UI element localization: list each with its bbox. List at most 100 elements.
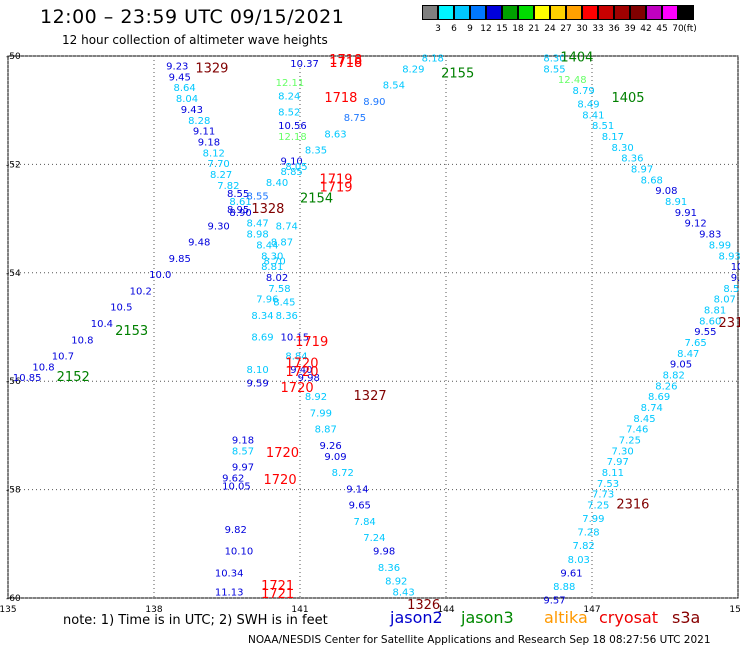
swh-value: 9.11 xyxy=(193,127,215,138)
legend-s3a: s3a xyxy=(672,608,701,627)
colorbar-label: 33 xyxy=(592,24,604,34)
y-tick-label: -60 xyxy=(6,594,21,604)
colorbar-swatch xyxy=(662,5,678,20)
swh-value: 7.28 xyxy=(577,528,599,539)
credit-line: NOAA/NESDIS Center for Satellite Applica… xyxy=(248,634,711,646)
swh-value: 10.0 xyxy=(149,270,171,281)
swh-value: 10.85 xyxy=(13,373,42,384)
swh-value: 7.25 xyxy=(587,501,609,512)
colorbar-label: 39 xyxy=(624,24,636,34)
swh-value: 9.82 xyxy=(225,525,247,536)
swh-value: 8.45 xyxy=(273,297,295,308)
swh-value: 12.11 xyxy=(276,78,305,89)
swh-value: 8.51 xyxy=(592,121,614,132)
swh-value: 9.12 xyxy=(684,219,706,230)
swh-value: 8.34 xyxy=(251,311,273,322)
colorbar-swatch xyxy=(566,5,582,20)
swh-value: 9.83 xyxy=(699,230,721,241)
swh-value: 8.87 xyxy=(271,238,293,249)
swh-value: 8.36 xyxy=(378,563,400,574)
colorbar-label: 42 xyxy=(640,24,652,34)
swh-value: 9.97 xyxy=(232,463,254,474)
swh-value: 9.08 xyxy=(655,186,677,197)
x-tick-label: 147 xyxy=(583,605,600,615)
pass-time-label: 1719 xyxy=(295,335,328,350)
pass-time-label: 1405 xyxy=(611,91,644,106)
swh-value: 8.60 xyxy=(699,316,721,327)
colorbar-label: 6 xyxy=(451,24,457,34)
swh-value: 10.34 xyxy=(215,568,244,579)
colorbar-swatch xyxy=(470,5,486,20)
colorbar-label: 24 xyxy=(544,24,556,34)
swh-value: 8.41 xyxy=(582,110,604,121)
swh-value: 8.81 xyxy=(261,262,283,273)
pass-time-label: 1719 xyxy=(319,181,352,196)
colorbar-label: 27 xyxy=(560,24,572,34)
swh-value: 9.40 xyxy=(290,365,312,376)
colorbar-label: 36 xyxy=(608,24,620,34)
y-tick-label: -54 xyxy=(6,269,21,279)
swh-value: 9.48 xyxy=(188,238,210,249)
pass-time-label: 1404 xyxy=(560,50,593,65)
swh-value: 12.18 xyxy=(278,132,307,143)
swh-value: 9.91 xyxy=(675,208,697,219)
swh-value: 8.04 xyxy=(176,94,198,105)
swh-value: 8.24 xyxy=(278,91,300,102)
swh-value: 9.18 xyxy=(232,436,254,447)
swh-value: 8.26 xyxy=(655,381,677,392)
swh-value: 7.70 xyxy=(208,159,230,170)
pass-time-label: 1718 xyxy=(324,91,357,106)
y-tick-label: -58 xyxy=(6,486,21,496)
colorbar-label: 3 xyxy=(435,24,441,34)
swh-value: 9.26 xyxy=(319,441,341,452)
swh-value: 12.48 xyxy=(558,75,587,86)
page-subtitle: 12 hour collection of altimeter wave hei… xyxy=(62,33,328,47)
swh-value: 8.55 xyxy=(246,192,268,203)
swh-value: 11.13 xyxy=(215,587,244,598)
swh-value: 9.98 xyxy=(373,547,395,558)
swh-value: 8.84 xyxy=(285,352,307,363)
swh-value: 9.23 xyxy=(166,62,188,73)
swh-value: 8.02 xyxy=(266,273,288,284)
swh-value: 9.14 xyxy=(346,484,368,495)
swh-value: 8.30 xyxy=(611,143,633,154)
swh-value: 7.82 xyxy=(217,181,239,192)
swh-value: 8.85 xyxy=(281,167,303,178)
swh-value: 10.56 xyxy=(278,121,307,132)
colorbar-unit: (ft) xyxy=(683,24,697,34)
swh-value: 8.10 xyxy=(246,365,268,376)
swh-value: 9.43 xyxy=(181,105,203,116)
swh-value: 8.12 xyxy=(203,148,225,159)
swh-value: 9.30 xyxy=(208,221,230,232)
colorbar-label: 30 xyxy=(576,24,588,34)
legend-cryosat: cryosat xyxy=(599,608,659,627)
swh-value: 9.98 xyxy=(298,373,320,384)
colorbar-label: 9 xyxy=(467,24,473,34)
swh-value: 7.25 xyxy=(619,436,641,447)
swh-value: 8.52 xyxy=(278,108,300,119)
swh-value: 8.81 xyxy=(704,305,726,316)
pass-time-label: 231 xyxy=(719,316,740,331)
y-tick-label: -56 xyxy=(6,377,21,387)
swh-value: 7.82 xyxy=(573,541,595,552)
swh-value: 9.59 xyxy=(246,379,268,390)
swh-value: 9.55 xyxy=(694,327,716,338)
pass-time-label: 1720 xyxy=(281,381,314,396)
swh-value: 8.61 xyxy=(229,197,251,208)
colorbar-swatch xyxy=(598,5,614,20)
swh-value: 10.0 xyxy=(731,262,740,273)
swh-value: 8.69 xyxy=(251,333,273,344)
swh-value: 8.90 xyxy=(229,208,251,219)
swh-value: 7.53 xyxy=(597,479,619,490)
swh-value: 9.10 xyxy=(281,156,303,167)
swh-value: 8.30 xyxy=(543,53,565,64)
swh-value: 8.35 xyxy=(305,146,327,157)
colorbar-label: 12 xyxy=(480,24,492,34)
swh-value: 9.65 xyxy=(349,501,371,512)
pass-time-label: 1719 xyxy=(319,172,352,187)
swh-value: 8.49 xyxy=(577,99,599,110)
swh-value: 8.92 xyxy=(385,576,407,587)
swh-value: 8.05 xyxy=(285,162,307,173)
swh-value: 8.45 xyxy=(633,414,655,425)
